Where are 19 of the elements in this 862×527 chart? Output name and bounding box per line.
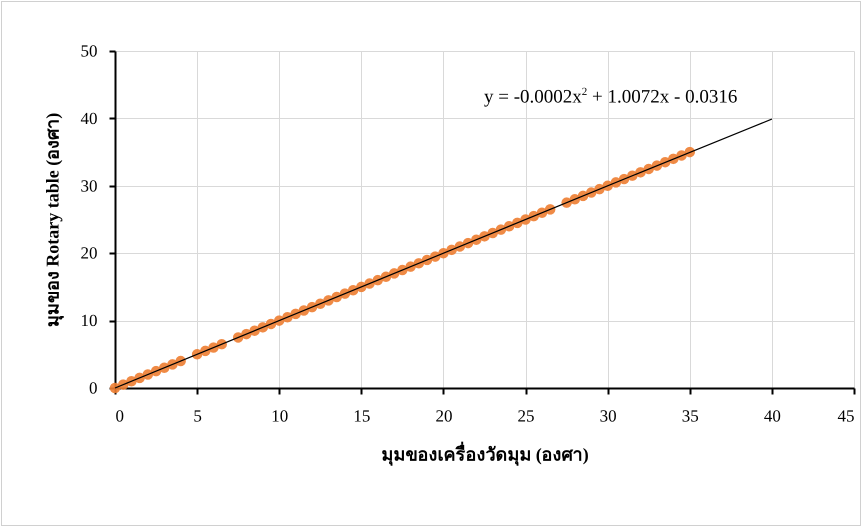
x-tick-label: 35 (682, 406, 699, 426)
x-tick-label: 20 (435, 406, 452, 426)
x-axis-title: มุมของเครื่องวัดมุม (องศา) (381, 442, 589, 466)
y-tick-label: 0 (89, 378, 98, 398)
y-tick-label: 10 (80, 311, 98, 330)
x-tick-label: 45 (838, 406, 854, 426)
x-tick-label: 40 (764, 406, 781, 426)
y-tick-label: 50 (80, 42, 98, 60)
x-tick-label: 0 (116, 406, 124, 426)
y-tick-label: 40 (80, 108, 98, 128)
x-tick-label: 30 (600, 406, 617, 426)
y-tick-label: 30 (80, 176, 98, 196)
annotation: y = -0.0002x$^{2}$ + 1.0072x - 0.0316 (484, 86, 738, 108)
y-tick-label: 20 (80, 244, 98, 263)
x-tick-label: 25 (518, 406, 535, 426)
x-tick-label: 15 (353, 406, 370, 426)
y-axis-title: มุมของ Rotary table (องศา) (42, 112, 64, 328)
x-tick-label: 10 (271, 406, 288, 426)
x-tick-label: 5 (193, 406, 202, 426)
